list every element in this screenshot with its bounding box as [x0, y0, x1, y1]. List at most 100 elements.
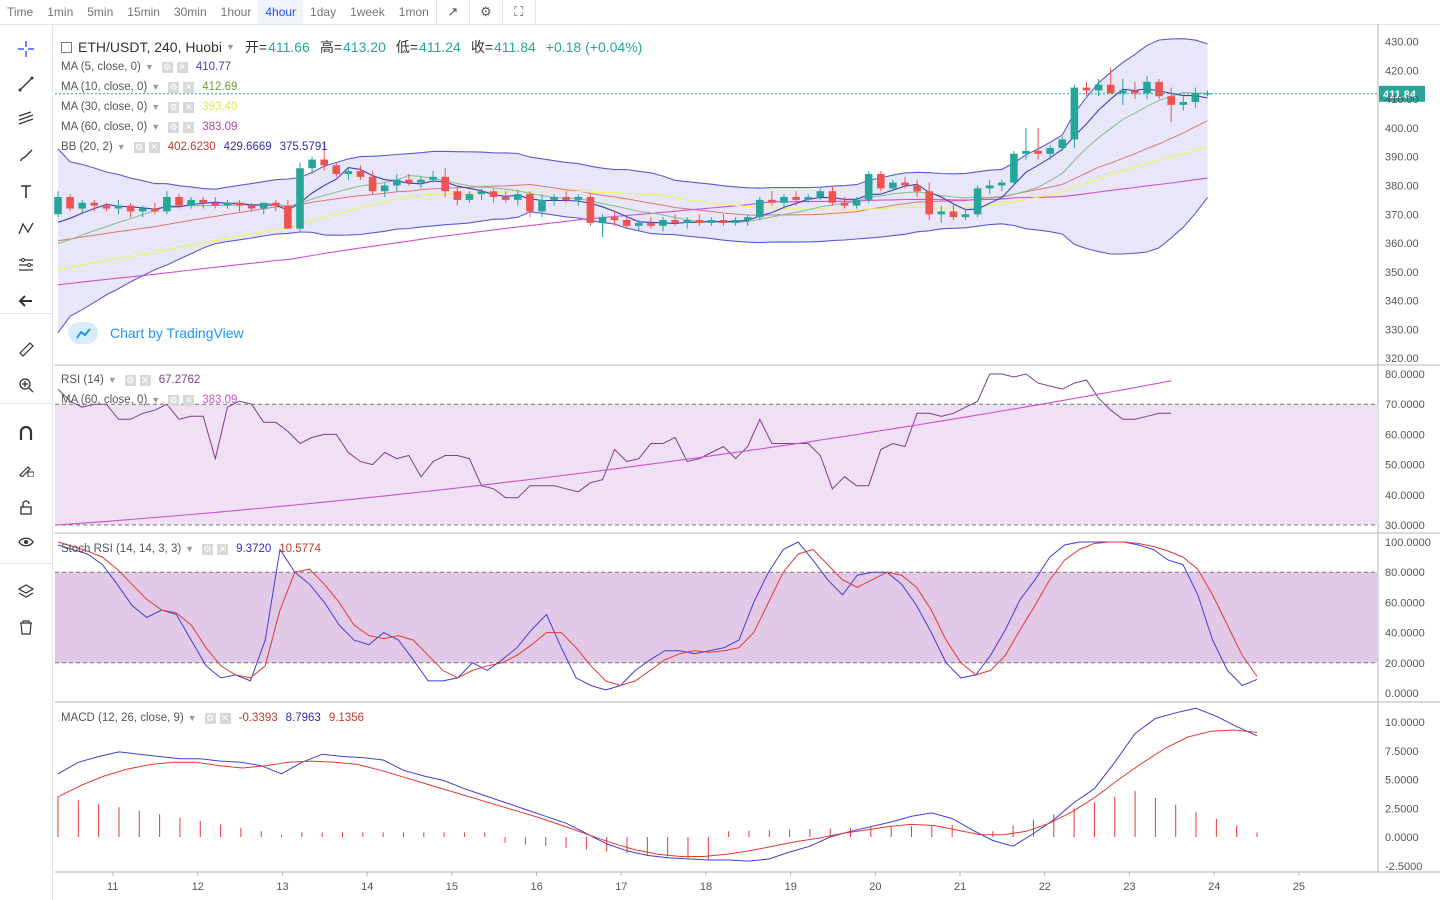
- chevron-down-icon[interactable]: ▼: [151, 102, 161, 112]
- lock-drawing-icon[interactable]: [10, 455, 42, 483]
- candle-body: [151, 208, 159, 212]
- line-chart-icon[interactable]: ↗: [437, 0, 470, 24]
- stoch-tick-label: 40.0000: [1385, 628, 1425, 640]
- close-icon[interactable]: ✕: [183, 101, 195, 113]
- chevron-down-icon[interactable]: ▼: [107, 375, 117, 385]
- fullscreen-icon[interactable]: ⛶: [503, 0, 536, 24]
- time-tick-label: 18: [700, 881, 712, 893]
- close-icon[interactable]: ✕: [183, 121, 195, 133]
- settings-icon[interactable]: ⚙: [168, 394, 180, 406]
- candle-body: [405, 179, 413, 183]
- trash-icon[interactable]: [10, 613, 42, 641]
- candle-body: [417, 179, 425, 183]
- magnet-icon[interactable]: [10, 419, 42, 447]
- chevron-down-icon[interactable]: ▼: [185, 544, 195, 554]
- legend-rsi-ma[interactable]: MA (60, close, 0) ▼ ⚙ ✕ 383.09: [61, 392, 237, 408]
- chevron-down-icon[interactable]: ▼: [151, 122, 161, 132]
- stoch-d-line: [57, 541, 1258, 687]
- chevron-down-icon[interactable]: ▼: [225, 42, 235, 52]
- legend-bb[interactable]: BB (20, 2) ▼ ⚙ ✕ 402.6230 429.6669 375.579…: [61, 139, 328, 155]
- price-tick-label: 330.00: [1385, 324, 1419, 336]
- timeframe-1day[interactable]: 1day: [310, 5, 337, 19]
- legend-ma60[interactable]: MA (60, close, 0) ▼ ⚙ ✕ 383.09: [61, 119, 237, 135]
- close-icon[interactable]: ✕: [217, 543, 229, 555]
- close-icon[interactable]: ✕: [176, 61, 188, 73]
- settings-icon[interactable]: ⚙: [168, 121, 180, 133]
- chevron-down-icon[interactable]: ▼: [187, 713, 197, 723]
- macd-tick-label: 0.0000: [1385, 832, 1419, 844]
- legend-ma5[interactable]: MA (5, close, 0) ▼ ⚙ ✕ 410.77: [61, 59, 231, 75]
- symbol-name[interactable]: ETH/USDT, 240, Huobi: [78, 39, 222, 55]
- candle-body: [659, 220, 667, 226]
- tradingview-watermark[interactable]: Chart by TradingView: [68, 322, 244, 344]
- settings-icon[interactable]: ⚙: [202, 543, 214, 555]
- chevron-down-icon[interactable]: ▼: [116, 142, 126, 152]
- pattern-icon[interactable]: [10, 215, 42, 243]
- collapse-icon[interactable]: [61, 41, 72, 53]
- settings-icon[interactable]: ⚙: [168, 81, 180, 93]
- timeframe-1week[interactable]: 1week: [350, 5, 385, 19]
- legend-stoch[interactable]: Stoch RSI (14, 14, 3, 3) ▼ ⚙ ✕ 9.3720 10.5…: [61, 541, 321, 557]
- settings-icon[interactable]: ⚙: [470, 0, 503, 24]
- timeframe-30min[interactable]: 30min: [173, 5, 207, 19]
- candle-body: [743, 217, 752, 221]
- settings-icon[interactable]: ⚙: [124, 374, 136, 386]
- layers-icon[interactable]: [10, 577, 42, 605]
- candle-body: [199, 199, 207, 203]
- close-icon[interactable]: ✕: [183, 394, 195, 406]
- timeframe-15min[interactable]: 15min: [127, 5, 160, 19]
- candle-body: [187, 199, 195, 206]
- time-tick-label: 11: [107, 881, 118, 893]
- forecast-icon[interactable]: [10, 251, 42, 279]
- close-icon[interactable]: ✕: [139, 374, 151, 386]
- time-tick-label: 24: [1208, 881, 1220, 893]
- close-icon[interactable]: ✕: [148, 141, 160, 153]
- candle-body: [211, 202, 220, 206]
- macd-tick-label: 2.5000: [1385, 803, 1419, 815]
- legend-ma30[interactable]: MA (30, close, 0) ▼ ⚙ ✕ 393.40: [61, 99, 237, 115]
- settings-icon[interactable]: ⚙: [204, 712, 216, 724]
- chevron-down-icon[interactable]: ▼: [144, 62, 154, 72]
- chevron-down-icon[interactable]: ▼: [151, 82, 161, 92]
- trend-line-icon[interactable]: [10, 70, 42, 98]
- timeframe-5min[interactable]: 5min: [87, 5, 114, 19]
- chevron-down-icon[interactable]: ▼: [151, 395, 161, 405]
- unlock-icon[interactable]: [10, 493, 42, 521]
- candle-body: [973, 188, 982, 215]
- rsi-label: RSI (14): [61, 374, 104, 386]
- timeframe-1min[interactable]: 1min: [47, 5, 74, 19]
- legend-ma10[interactable]: MA (10, close, 0) ▼ ⚙ ✕ 412.69: [61, 79, 237, 95]
- rsi-ma-value: 383.09: [202, 394, 238, 406]
- timeframe-1mon[interactable]: 1mon: [398, 5, 429, 19]
- text-icon[interactable]: [10, 178, 42, 206]
- zoom-in-icon[interactable]: [10, 371, 42, 399]
- timeframe-time[interactable]: Time: [7, 5, 34, 19]
- settings-icon[interactable]: ⚙: [168, 101, 180, 113]
- close-icon[interactable]: ✕: [219, 712, 231, 724]
- stoch-tick-label: 0.0000: [1385, 688, 1419, 700]
- time-tick-label: 19: [785, 881, 797, 893]
- legend-rsi[interactable]: RSI (14) ▼ ⚙ ✕ 67.2762: [61, 372, 200, 388]
- candle-body: [622, 220, 631, 226]
- settings-icon[interactable]: ⚙: [133, 141, 145, 153]
- candle-body: [719, 220, 728, 223]
- timeframe-4hour[interactable]: 4hour: [258, 0, 304, 24]
- watermark-text: Chart by TradingView: [110, 325, 244, 341]
- timeframe-1hour[interactable]: 1hour: [220, 5, 252, 19]
- crosshair-icon[interactable]: [10, 35, 42, 63]
- candle-body: [707, 220, 716, 223]
- price-tick-label: 430.00: [1385, 37, 1419, 49]
- legend-macd[interactable]: MACD (12, 26, close, 9) ▼ ⚙ ✕ -0.3393 8.79…: [61, 710, 364, 726]
- fib-icon[interactable]: [10, 105, 42, 133]
- open-value: 411.66: [268, 39, 310, 55]
- candle-body: [1046, 148, 1054, 154]
- back-arrow-icon[interactable]: [10, 287, 42, 315]
- brush-icon[interactable]: [10, 142, 42, 170]
- drawing-toolbar: [0, 25, 53, 900]
- ruler-icon[interactable]: [10, 335, 42, 363]
- close-icon[interactable]: ✕: [183, 81, 195, 93]
- eye-icon[interactable]: [10, 528, 42, 556]
- settings-icon[interactable]: ⚙: [161, 61, 173, 73]
- candle-body: [913, 185, 921, 192]
